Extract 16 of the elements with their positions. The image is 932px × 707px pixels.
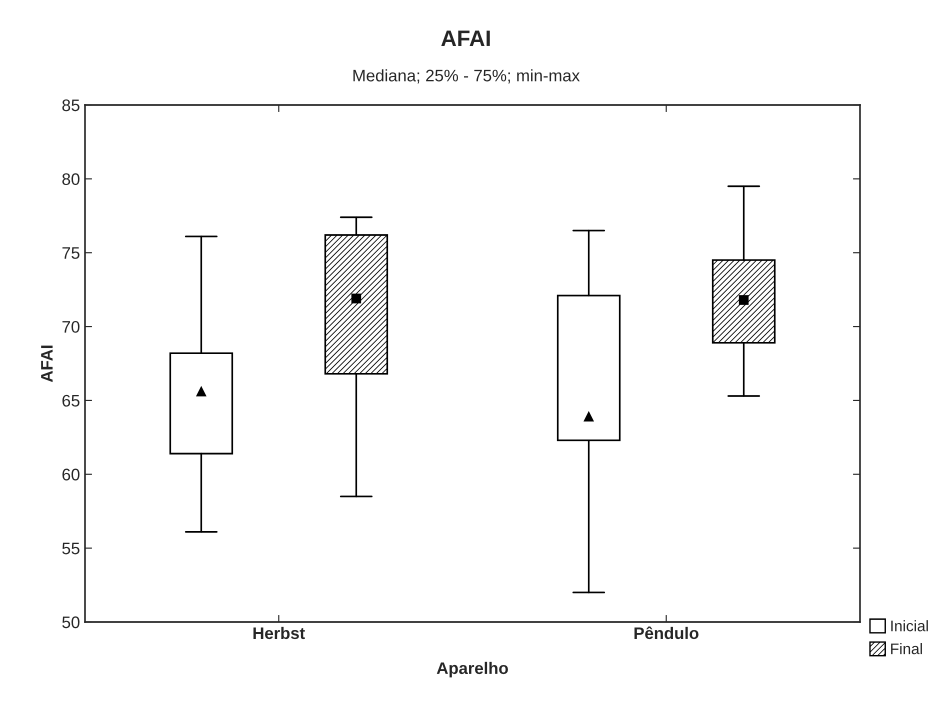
y-tick-label: 75 [62, 247, 80, 259]
y-tick-label: 65 [62, 394, 80, 407]
y-tick-label: 50 [62, 616, 80, 628]
y-tick-label: 70 [62, 320, 80, 333]
y-tick-label: 85 [62, 99, 80, 112]
legend-label: Final [891, 643, 922, 654]
x-tick-label: Herbst [253, 626, 305, 640]
y-axis-title: AFAI [41, 346, 53, 382]
y-tick-label: 80 [62, 173, 80, 186]
x-tick-label: Pêndulo [634, 626, 698, 640]
y-tick-label: 60 [62, 468, 80, 480]
legend-label: Inicial [891, 620, 928, 632]
chart-title: AFAI [441, 30, 490, 46]
x-axis-title: Aparelho [436, 662, 508, 678]
chart-subtitle: Mediana; 25% - 75%; min-max [353, 69, 580, 84]
y-tick-label: 55 [62, 542, 80, 554]
